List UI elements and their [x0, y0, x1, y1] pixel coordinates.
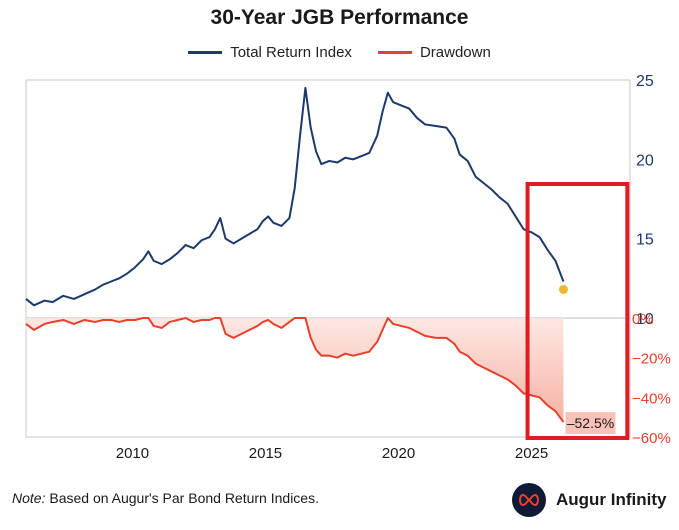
chart-title: 30-Year JGB Performance — [210, 6, 469, 29]
x-tick-2010: 2010 — [116, 445, 149, 462]
brand: Augur Infinity — [512, 483, 666, 517]
infinity-logo-icon — [512, 483, 546, 517]
y-tick-drawdown--60%: −60% — [632, 430, 671, 447]
legend-item-drawdown: Drawdown — [377, 44, 491, 61]
legend-swatch-drawdown — [377, 51, 412, 54]
legend-item-total-return: Total Return Index — [188, 44, 352, 61]
drawdown-end-label: –52.5% — [567, 415, 614, 431]
y-tick-drawdown--40%: −40% — [632, 390, 671, 407]
note-text: Based on Augur's Par Bond Return Indices… — [49, 490, 319, 506]
plot-frame — [25, 79, 631, 438]
last-point-marker — [558, 284, 568, 294]
footer-note: Note: Based on Augur's Par Bond Return I… — [12, 490, 319, 506]
x-tick-2015: 2015 — [249, 445, 282, 462]
x-tick-2020: 2020 — [382, 445, 415, 462]
y-tick-index-20: 20 — [636, 152, 654, 169]
drawdown-area — [26, 318, 564, 423]
legend-label-total-return: Total Return Index — [230, 44, 352, 61]
drawdown-end-label-box — [565, 412, 616, 435]
brand-name: Augur Infinity — [556, 490, 667, 509]
y-tick-index-15: 15 — [636, 232, 654, 249]
y-tick-index-25: 25 — [636, 73, 654, 90]
y-tick-drawdown--20%: −20% — [632, 351, 671, 368]
drawdown-line — [25, 317, 565, 423]
note-label: Note: — [12, 490, 46, 506]
total-return-line — [25, 86, 565, 307]
x-tick-2025: 2025 — [515, 445, 548, 462]
y-tick-drawdown-0%: 0% — [632, 311, 654, 328]
legend-swatch-total-return — [188, 51, 223, 54]
legend: Total Return Index Drawdown — [0, 44, 679, 61]
legend-label-drawdown: Drawdown — [419, 44, 491, 61]
y-tick-index-10: 10 — [636, 311, 654, 328]
highlight-box — [525, 182, 630, 440]
